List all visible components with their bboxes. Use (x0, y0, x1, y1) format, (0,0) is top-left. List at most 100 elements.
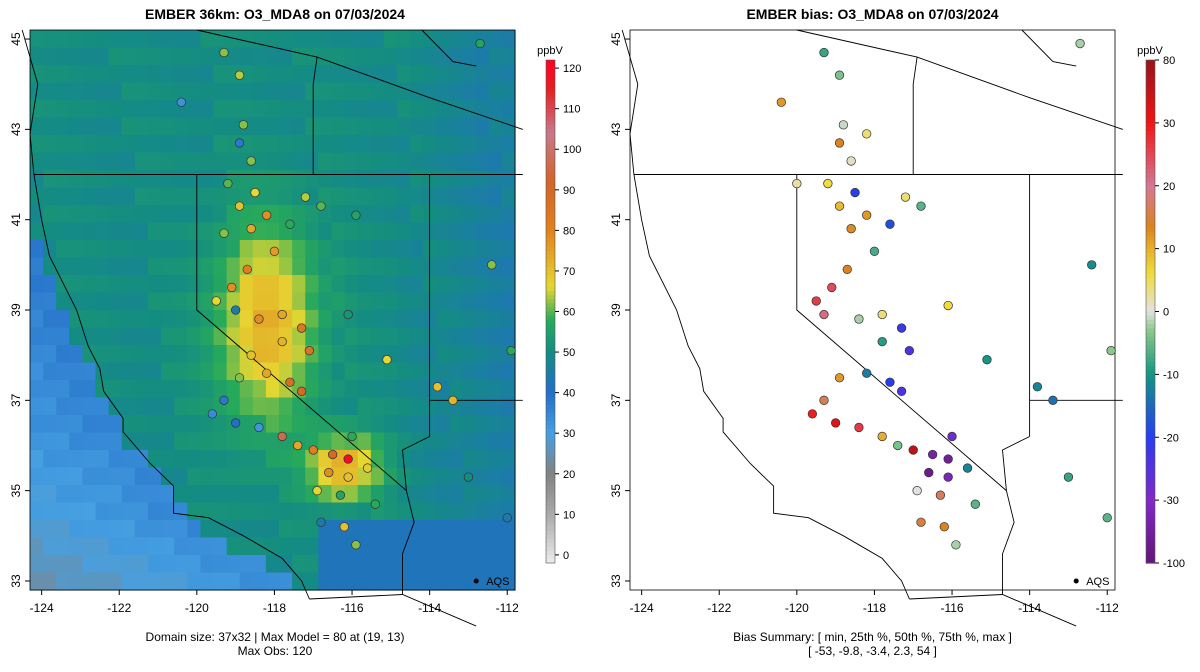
grid-cell (43, 467, 57, 486)
grid-cell (357, 30, 372, 49)
grid-cell (121, 222, 136, 241)
grid-cell (161, 327, 175, 346)
left-colorbar-swatch (546, 457, 555, 463)
grid-cell (43, 47, 57, 66)
right-colorbar-swatch (1146, 194, 1155, 199)
grid-cell (134, 47, 149, 66)
left-colorbar-swatch (546, 295, 555, 300)
grid-cell (449, 432, 464, 451)
grid-cell (475, 65, 490, 84)
right-colorbar-swatch (1146, 386, 1155, 392)
grid-cell (69, 222, 84, 241)
grid-cell (370, 222, 385, 241)
grid-cell (305, 30, 319, 49)
right-chart-title: EMBER bias: O3_MDA8 on 07/03/2024 (746, 6, 999, 22)
right-station-point (1075, 38, 1085, 49)
grid-cell (449, 310, 464, 329)
grid-cell (462, 292, 477, 311)
grid-cell (200, 240, 215, 259)
grid-cell (357, 572, 372, 591)
grid-cell (370, 572, 385, 591)
grid-cell (82, 152, 97, 171)
grid-cell (43, 187, 57, 206)
grid-cell (423, 275, 437, 294)
grid-cell (397, 572, 411, 591)
grid-cell (82, 327, 97, 346)
grid-cell (265, 432, 280, 451)
grid-cell (147, 30, 162, 49)
grid-cell (134, 292, 149, 311)
grid-cell (108, 485, 123, 504)
right-colorbar-swatch (1146, 227, 1155, 233)
grid-cell (147, 275, 162, 294)
grid-cell (397, 187, 411, 206)
grid-cell (292, 170, 306, 189)
grid-cell (370, 152, 385, 171)
grid-cell (213, 100, 228, 119)
left-colorbar-swatch (546, 449, 555, 455)
right-station-point (834, 373, 845, 383)
grid-cell (239, 467, 254, 486)
grid-cell (331, 135, 346, 154)
grid-cell (108, 30, 123, 49)
grid-cell (187, 380, 202, 399)
grid-cell (134, 30, 149, 49)
grid-cell (462, 520, 477, 539)
grid-cell (370, 82, 385, 101)
right-colorbar-swatch (1146, 533, 1155, 539)
grid-cell (147, 450, 162, 469)
right-station-point (827, 282, 837, 293)
grid-cell (318, 310, 333, 329)
grid-cell (187, 432, 202, 451)
grid-cell (265, 572, 280, 591)
grid-cell (108, 327, 123, 346)
grid-cell (82, 432, 97, 451)
grid-cell (252, 257, 267, 276)
grid-cell (475, 240, 490, 259)
right-colorbar-swatch (1146, 516, 1155, 522)
grid-cell (239, 100, 254, 119)
grid-cell (344, 240, 359, 259)
grid-cell (121, 345, 136, 364)
grid-cell (161, 292, 175, 311)
grid-cell (252, 502, 267, 521)
grid-cell (436, 170, 451, 189)
grid-cell (344, 415, 359, 434)
grid-cell (82, 450, 97, 469)
grid-cell (357, 555, 372, 574)
left-station-point (219, 228, 229, 238)
grid-cell (475, 327, 490, 346)
grid-cell (265, 117, 280, 136)
grid-cell (397, 485, 411, 504)
right-colorbar-swatch (1146, 177, 1155, 183)
grid-cell (147, 292, 162, 311)
border-line (309, 594, 477, 627)
border-line (909, 594, 1077, 627)
grid-cell (95, 450, 110, 469)
grid-cell (501, 100, 516, 119)
grid-cell (95, 520, 110, 539)
right-colorbar-swatch (1146, 378, 1155, 384)
left-station-point (207, 409, 218, 419)
grid-cell (108, 152, 123, 171)
grid-cell (174, 415, 188, 434)
grid-cell (305, 275, 319, 294)
grid-cell (410, 170, 424, 189)
grid-cell (397, 397, 411, 416)
grid-cell (475, 187, 490, 206)
grid-cell (265, 187, 280, 206)
left-colorbar-swatch (546, 287, 555, 292)
grid-cell (449, 135, 464, 154)
grid-cell (305, 450, 319, 469)
grid-cell (501, 47, 516, 66)
grid-cell (292, 485, 306, 504)
grid-cell (501, 432, 516, 451)
grid-cell (174, 292, 188, 311)
right-colorbar-tick-label: -10 (1163, 369, 1179, 381)
grid-cell (239, 310, 254, 329)
grid-cell (30, 135, 44, 154)
left-colorbar-swatch (546, 60, 555, 65)
grid-cell (121, 327, 136, 346)
left-colorbar-swatch (546, 425, 555, 430)
right-colorbar-swatch (1146, 315, 1155, 321)
